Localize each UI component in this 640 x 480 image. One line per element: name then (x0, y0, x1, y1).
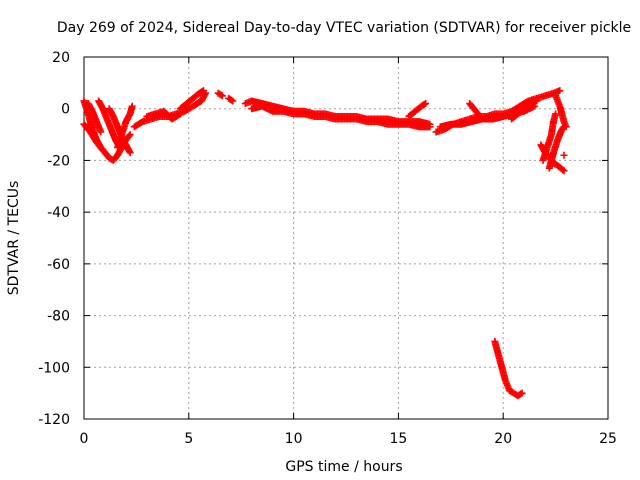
data-point (97, 128, 105, 136)
data-point (125, 132, 133, 140)
y-tick-label: 20 (52, 50, 70, 66)
y-tick-label: -40 (47, 205, 70, 221)
y-tick-label: -20 (47, 153, 70, 169)
y-tick-label: 0 (61, 102, 70, 118)
data-point (199, 87, 207, 95)
y-axis-title: SDTVAR / TECUs (6, 181, 22, 296)
data-point (552, 110, 560, 118)
data-point (229, 97, 237, 105)
x-tick-label: 25 (599, 431, 617, 447)
data-point (126, 131, 134, 139)
x-axis-title: GPS time / hours (285, 459, 402, 475)
data-point (420, 100, 428, 108)
x-tick-label: 10 (285, 431, 303, 447)
data-point (474, 110, 482, 118)
plot-frame (83, 56, 609, 420)
x-tick-label: 5 (184, 431, 193, 447)
data-point (426, 123, 434, 131)
data-point (556, 87, 564, 95)
data-point (217, 91, 225, 99)
chart-title: Day 269 of 2024, Sidereal Day-to-day VTE… (57, 20, 631, 36)
y-tick-label: -80 (47, 309, 70, 325)
data-point (104, 153, 112, 161)
data-point (533, 97, 541, 105)
data-point (175, 111, 183, 119)
data-point (126, 149, 134, 157)
data-point (473, 109, 481, 117)
x-tick-label: 0 (80, 431, 89, 447)
data-point (560, 167, 568, 175)
data-points (80, 87, 570, 400)
data-point (517, 390, 525, 398)
x-tick-label: 15 (389, 431, 407, 447)
data-point (227, 96, 235, 104)
data-point (422, 100, 430, 108)
x-tick-label: 20 (494, 431, 512, 447)
axis-ticks: 0 5 10 15 20 25 20 0 -20 -40 -60 -80 -100 -120 (38, 50, 617, 447)
data-point (128, 102, 136, 110)
data-point (218, 92, 226, 100)
data-point (105, 154, 113, 162)
data-point (198, 87, 206, 95)
y-tick-label: -100 (38, 360, 70, 376)
data-point (560, 151, 568, 159)
data-point (559, 166, 567, 174)
data-point (518, 389, 526, 397)
y-tick-label: -120 (38, 412, 70, 428)
y-tick-label: -60 (47, 257, 70, 273)
data-point (562, 123, 570, 131)
